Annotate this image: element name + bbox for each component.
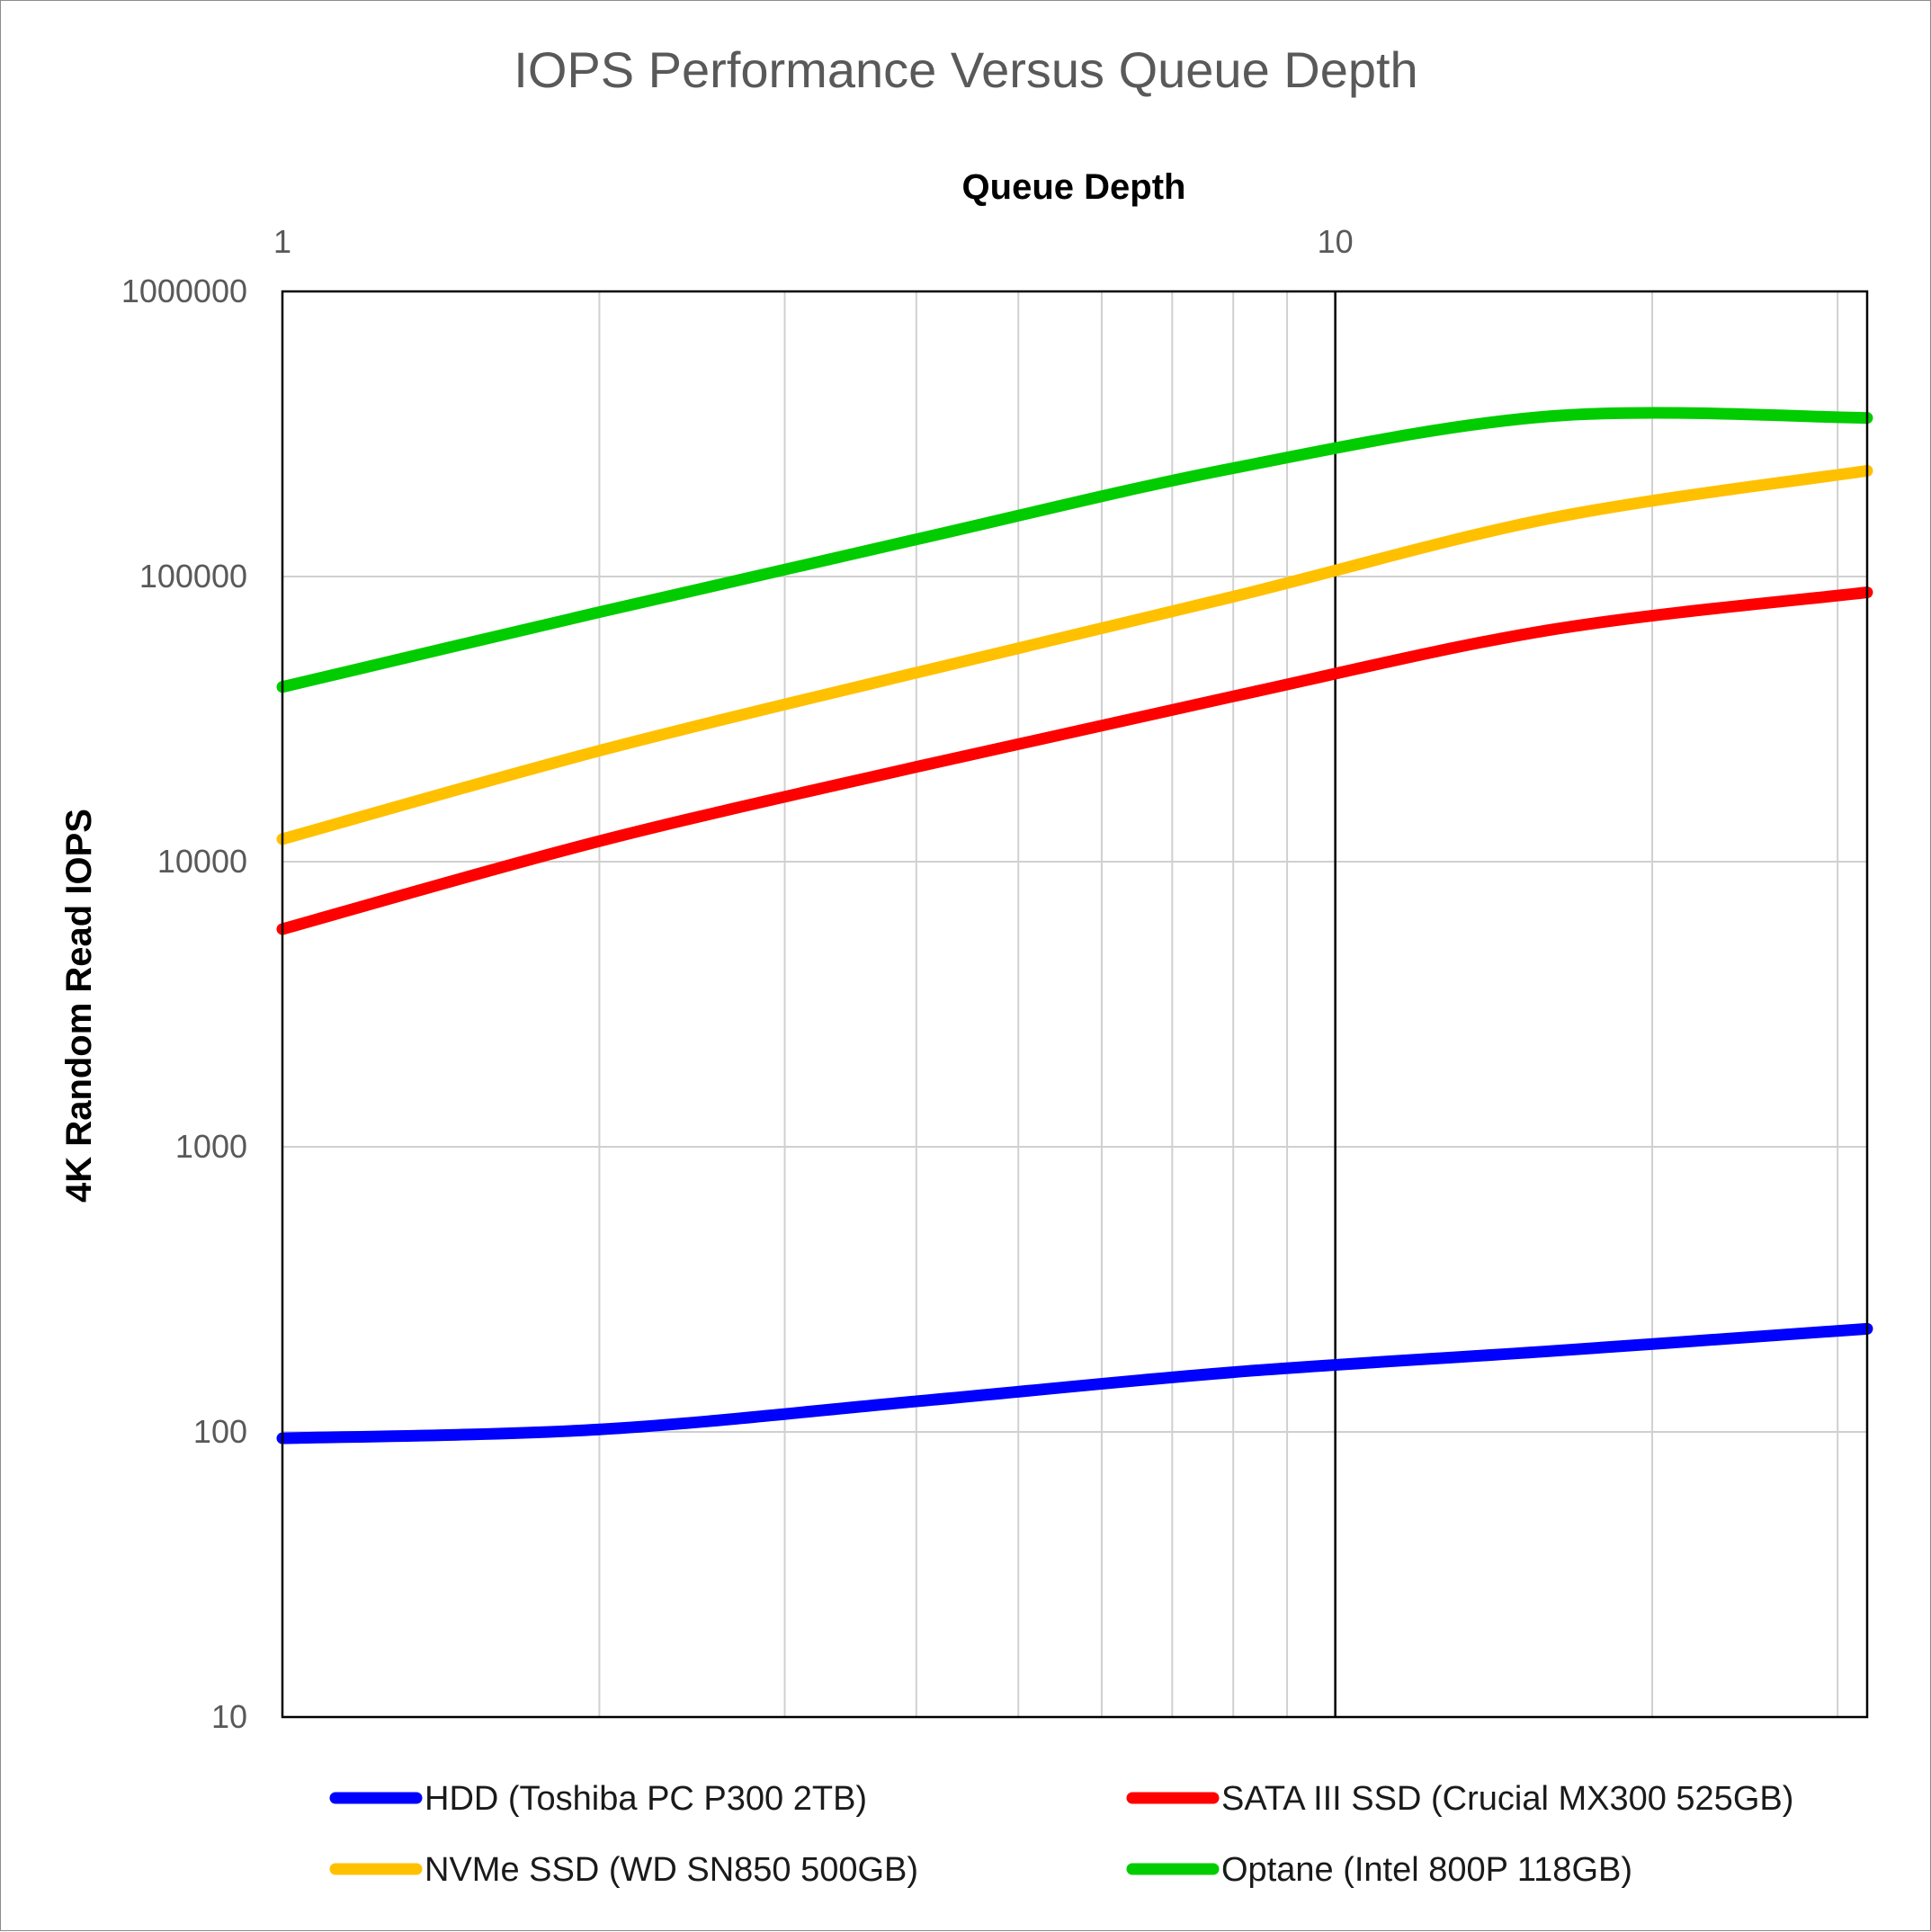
- x-axis-title: Queue Depth: [962, 167, 1186, 207]
- y-tick-label: 100: [193, 1413, 247, 1450]
- gridlines: [282, 291, 1867, 1717]
- series-line-2: [276, 586, 1873, 935]
- series-line-1: [276, 1322, 1873, 1445]
- y-axis-title: 4K Random Read IOPS: [59, 809, 99, 1203]
- y-tick-label: 10000: [157, 843, 247, 880]
- y-tick-label: 1000: [175, 1128, 247, 1165]
- tick-labels: 1 10 1000000 100000 10000 1000 100 10: [121, 223, 1354, 1735]
- y-tick-label: 1000000: [121, 273, 247, 309]
- y-tick-label: 10: [211, 1698, 247, 1735]
- x-tick-label: 10: [1318, 223, 1354, 260]
- series-line-3: [276, 464, 1873, 845]
- chart-title: IOPS Performance Versus Queue Depth: [514, 41, 1417, 98]
- legend-label: SATA III SSD (Crucial MX300 525GB): [1221, 1780, 1793, 1818]
- legend-label: HDD (Toshiba PC P300 2TB): [425, 1780, 867, 1818]
- legend-label: Optane (Intel 800P 118GB): [1221, 1851, 1632, 1889]
- y-tick-label: 100000: [139, 558, 247, 595]
- plot-area-border: [281, 290, 1869, 1719]
- series-line-4: [276, 407, 1873, 693]
- series-lines: [276, 407, 1873, 1445]
- legend-label: NVMe SSD (WD SN850 500GB): [425, 1851, 918, 1889]
- legend: HDD (Toshiba PC P300 2TB) SATA III SSD (C…: [329, 1780, 1793, 1889]
- x-tick-label: 1: [273, 223, 291, 260]
